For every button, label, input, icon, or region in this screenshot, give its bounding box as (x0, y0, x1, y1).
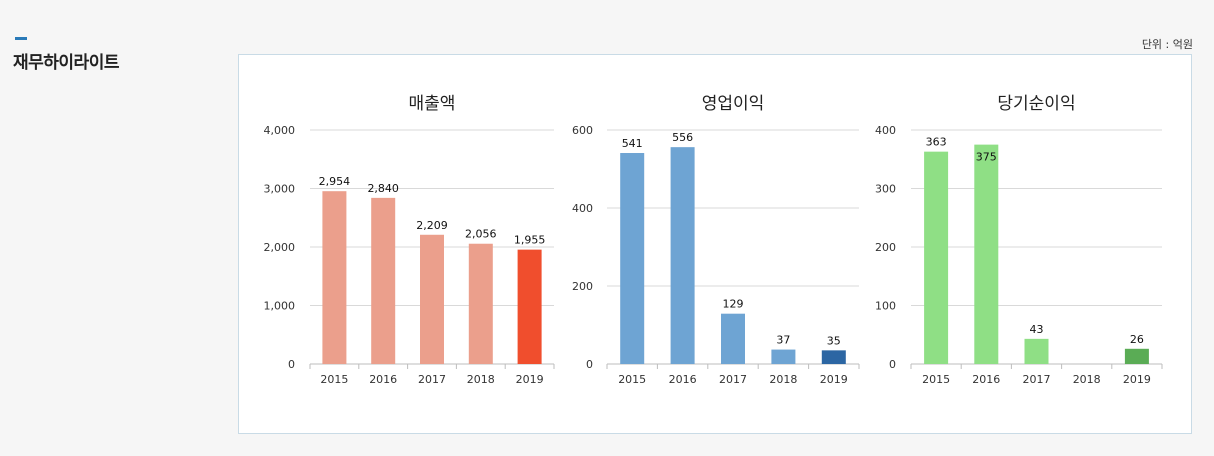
financial-charts-svg: 매출액 0 1,000 2,000 3,000 4,000 2,954 2015 2,840 20… (264, 94, 1163, 386)
x-tick-label: 2016 (972, 373, 1000, 386)
data-label: 43 (1030, 323, 1044, 336)
data-label: 556 (672, 131, 693, 144)
y-tick-label: 0 (889, 358, 896, 371)
x-tick-label: 2015 (320, 373, 348, 386)
bar-2019 (821, 350, 846, 364)
data-label: 541 (622, 137, 643, 150)
x-tick-label: 2017 (719, 373, 747, 386)
data-label: 2,056 (465, 228, 497, 241)
bar-2015 (620, 153, 645, 364)
x-tick-label: 2015 (922, 373, 950, 386)
x-tick-label: 2019 (1123, 373, 1151, 386)
bar-2015 (322, 191, 347, 364)
y-tick-label: 4,000 (264, 124, 296, 137)
y-tick-label: 300 (875, 183, 896, 196)
data-label: 129 (723, 298, 744, 311)
data-label: 2,954 (319, 175, 351, 188)
bar-2017 (1024, 338, 1049, 364)
section-accent-bar (15, 37, 27, 40)
bar-2019 (1124, 348, 1149, 364)
bar-2016 (974, 144, 999, 364)
bar-2018 (468, 243, 493, 364)
bar-2019 (517, 249, 542, 364)
chart-title: 매출액 (409, 94, 456, 114)
data-label: 363 (926, 136, 947, 149)
bar-2016 (371, 197, 396, 364)
data-label: 35 (827, 334, 841, 347)
x-tick-label: 2017 (1023, 373, 1051, 386)
x-tick-label: 2018 (1073, 373, 1101, 386)
y-tick-label: 0 (586, 358, 593, 371)
data-label: 2,840 (367, 182, 399, 195)
y-tick-label: 200 (572, 280, 593, 293)
y-tick-label: 200 (875, 241, 896, 254)
bar-2015 (924, 151, 949, 364)
x-tick-label: 2018 (467, 373, 495, 386)
y-tick-label: 100 (875, 300, 896, 313)
bar-2016 (670, 147, 695, 364)
x-tick-label: 2019 (516, 373, 544, 386)
x-tick-label: 2019 (820, 373, 848, 386)
bar-2018 (771, 349, 796, 364)
data-label: 2,209 (416, 219, 448, 232)
x-tick-label: 2016 (669, 373, 697, 386)
chart-title: 영업이익 (702, 94, 765, 114)
bar-2017 (721, 313, 745, 364)
data-label: 375 (976, 151, 997, 164)
financial-charts-panel: 매출액 0 1,000 2,000 3,000 4,000 2,954 2015 2,840 20… (238, 54, 1192, 434)
section-title: 재무하이라이트 (13, 53, 119, 73)
x-tick-label: 2017 (418, 373, 446, 386)
data-label: 26 (1130, 333, 1144, 346)
data-label: 37 (776, 334, 790, 347)
x-tick-label: 2018 (769, 373, 797, 386)
chart-title: 당기순이익 (997, 94, 1075, 114)
y-tick-label: 400 (875, 124, 896, 137)
y-tick-label: 1,000 (264, 300, 296, 313)
y-tick-label: 600 (572, 124, 593, 137)
x-tick-label: 2015 (618, 373, 646, 386)
y-tick-label: 2,000 (264, 241, 296, 254)
bar-2017 (420, 234, 444, 364)
y-tick-label: 400 (572, 202, 593, 215)
data-label: 1,955 (514, 234, 546, 247)
y-tick-label: 3,000 (264, 183, 296, 196)
y-tick-label: 0 (288, 358, 295, 371)
x-tick-label: 2016 (369, 373, 397, 386)
unit-label: 단위 : 억원 (1141, 38, 1193, 51)
